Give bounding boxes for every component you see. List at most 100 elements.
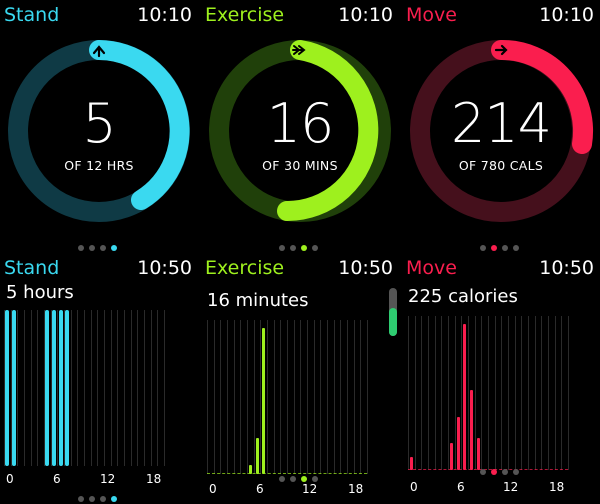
grid-line: [293, 320, 295, 474]
grid-line: [150, 310, 152, 466]
exercise-value: 16: [266, 92, 335, 155]
grid-line: [4, 310, 5, 466]
exercise-sub: OF 30 MINS: [262, 158, 338, 173]
stand-ring-progress: [89, 40, 190, 210]
grid-line: [408, 316, 409, 470]
move-chart-time: 10:50: [539, 257, 594, 279]
exercise-ring-screen: Exercise 10:10 16 OF 30 MINS: [201, 0, 399, 258]
page-dots: [78, 245, 117, 251]
grid-line: [474, 316, 476, 470]
grid-line: [320, 320, 322, 474]
move-ring-screen: Move 10:10 214 OF 780 CALS: [402, 0, 600, 258]
grid-line: [561, 316, 563, 470]
x-tick: 0: [410, 480, 418, 494]
exercise-ring-progress: [277, 40, 379, 222]
grid-line: [541, 316, 543, 470]
grid-line: [360, 320, 362, 474]
arrow-right-icon: [494, 44, 508, 56]
grid-line: [104, 310, 105, 466]
page-dot-active: [301, 476, 307, 482]
move-chart-screen: Move 10:50 225 calories 0 6 12 18: [402, 256, 600, 504]
chart-bar: [58, 310, 63, 466]
grid-line: [367, 320, 368, 474]
grid-line: [548, 316, 549, 470]
grid-line: [528, 316, 529, 470]
page-dot: [100, 245, 106, 251]
x-tick: 12: [503, 480, 519, 494]
exercise-chart-time: 10:50: [338, 257, 393, 279]
exercise-chart-title: Exercise: [205, 257, 285, 279]
arrow-up-icon: [92, 45, 106, 58]
page-dot: [480, 469, 486, 475]
chart-bar: [476, 438, 480, 470]
stand-sub: OF 12 HRS: [64, 158, 134, 173]
grid-line: [50, 310, 52, 466]
grid-line: [481, 316, 483, 470]
grid-line: [554, 316, 556, 470]
grid-line: [220, 320, 222, 474]
page-dot: [290, 476, 296, 482]
chart-bar: [248, 464, 252, 474]
grid-line: [494, 316, 496, 470]
grid-line: [130, 310, 132, 466]
grid-line: [313, 320, 315, 474]
baseline: [408, 469, 568, 470]
page-dots: [480, 245, 519, 251]
chart-bar: [409, 456, 413, 470]
chart-bar: [51, 310, 57, 466]
grid-line: [521, 316, 523, 470]
chart-bar: [5, 310, 10, 466]
grid-line: [508, 316, 509, 470]
x-tick: 12: [100, 472, 116, 486]
grid-line: [124, 310, 125, 466]
baseline: [207, 473, 367, 474]
page-dot: [480, 245, 486, 251]
x-tick: 0: [6, 472, 14, 486]
grid-line: [414, 316, 416, 470]
chart-bar: [463, 324, 467, 470]
chart-bar: [262, 328, 266, 474]
move-hourly-chart: [408, 316, 569, 470]
stand-ring-screen: Stand 10:10 5 OF 12 HRS: [0, 0, 198, 258]
grid-line: [110, 310, 112, 466]
grid-line: [501, 316, 503, 470]
page-dot-active: [111, 245, 117, 251]
page-dots: [480, 469, 519, 475]
grid-line: [240, 320, 242, 474]
page-dot: [279, 476, 285, 482]
exercise-chart-screen: Exercise 10:50 16 minutes 0 6 12 18: [201, 256, 399, 504]
grid-line: [434, 316, 436, 470]
grid-line: [260, 320, 262, 474]
grid-line: [280, 320, 282, 474]
chart-bar: [456, 416, 460, 470]
exercise-time: 10:10: [338, 4, 393, 26]
move-ring[interactable]: [402, 32, 600, 230]
stand-chart-time: 10:50: [137, 257, 192, 279]
move-time: 10:10: [539, 4, 594, 26]
stand-title: Stand: [4, 4, 60, 26]
stand-chart-title: Stand: [4, 257, 60, 279]
page-dot: [290, 245, 296, 251]
grid-line: [157, 310, 159, 466]
grid-line: [137, 310, 139, 466]
grid-line: [117, 310, 119, 466]
x-tick: 0: [209, 482, 217, 496]
scroll-indicator-thumb: [389, 308, 397, 336]
move-summary: 225 calories: [408, 286, 518, 307]
stand-ring[interactable]: [0, 32, 198, 230]
scroll-indicator[interactable]: [389, 288, 397, 336]
grid-line: [233, 320, 235, 474]
grid-line: [454, 316, 456, 470]
move-chart-title: Move: [406, 257, 457, 279]
x-tick: 6: [53, 472, 61, 486]
grid-line: [514, 316, 516, 470]
grid-line: [77, 310, 79, 466]
page-dot: [312, 245, 318, 251]
exercise-title: Exercise: [205, 4, 285, 26]
exercise-hourly-chart: [207, 320, 368, 474]
stand-hourly-chart: [4, 310, 165, 466]
grid-line: [97, 310, 99, 466]
grid-line: [247, 320, 248, 474]
exercise-ring[interactable]: [201, 32, 399, 230]
x-tick: 6: [256, 482, 264, 496]
